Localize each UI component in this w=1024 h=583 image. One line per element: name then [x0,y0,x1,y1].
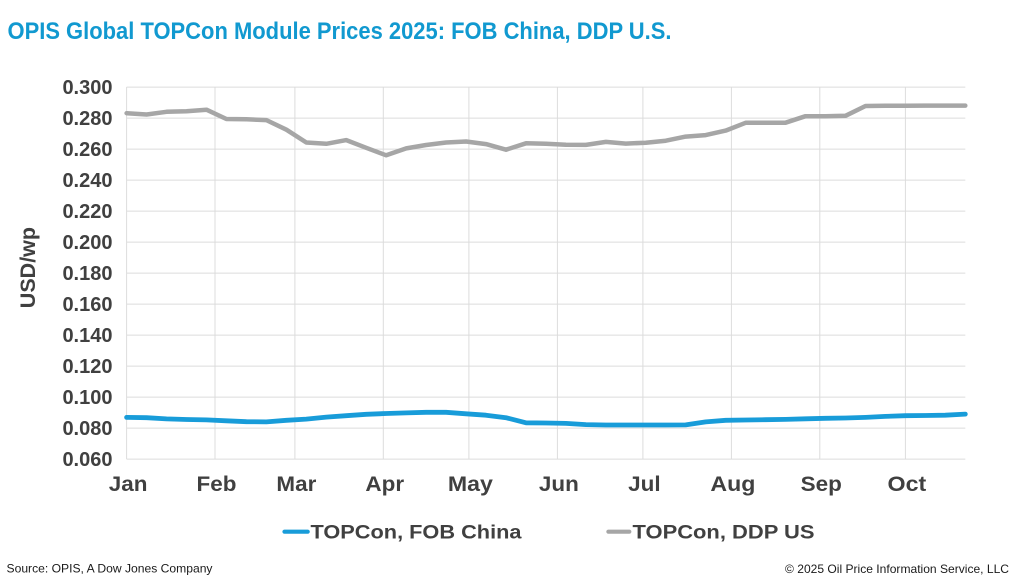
svg-text:0.220: 0.220 [62,201,112,223]
svg-text:USD/wp: USD/wp [16,227,40,308]
svg-text:Aug: Aug [710,473,755,496]
svg-text:0.200: 0.200 [62,232,112,254]
svg-text:0.140: 0.140 [62,325,112,347]
svg-text:Mar: Mar [276,473,316,496]
svg-text:TOPCon, FOB China: TOPCon, FOB China [311,522,523,544]
svg-text:Feb: Feb [197,473,237,496]
svg-text:Sep: Sep [801,473,842,496]
svg-text:0.160: 0.160 [62,294,112,316]
svg-text:0.060: 0.060 [62,449,112,471]
svg-text:0.300: 0.300 [62,77,112,99]
svg-text:Jun: Jun [539,473,579,496]
svg-text:0.260: 0.260 [62,139,112,161]
svg-text:May: May [448,473,493,496]
svg-text:0.120: 0.120 [62,356,112,378]
svg-text:Source: OPIS, A Dow Jones Comp: Source: OPIS, A Dow Jones Company [7,562,213,576]
svg-text:TOPCon, DDP US: TOPCon, DDP US [633,522,815,544]
svg-text:0.240: 0.240 [62,170,112,192]
svg-text:0.100: 0.100 [62,387,112,409]
svg-text:0.080: 0.080 [62,418,112,440]
svg-text:Jan: Jan [109,473,148,496]
svg-text:Apr: Apr [365,473,404,496]
svg-text:OPIS Global TOPCon Module Pric: OPIS Global TOPCon Module Prices 2025: F… [8,18,672,45]
svg-text:0.180: 0.180 [62,263,112,285]
svg-text:© 2025 Oil Price Information S: © 2025 Oil Price Information Service, LL… [785,562,1009,576]
svg-text:0.280: 0.280 [62,108,112,130]
svg-text:Jul: Jul [628,473,661,496]
svg-text:Oct: Oct [888,473,927,496]
